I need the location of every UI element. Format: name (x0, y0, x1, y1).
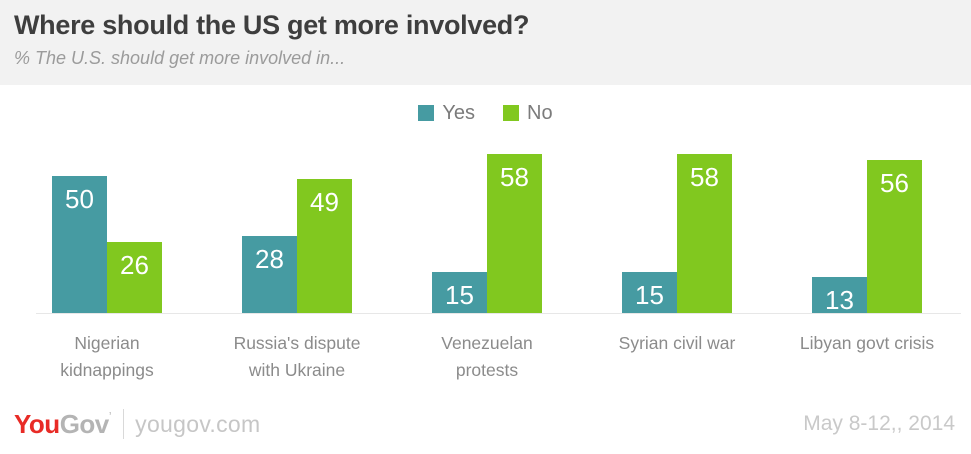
header: Where should the US get more involved? %… (0, 0, 971, 85)
yougov-logo: YouGov’ (14, 408, 112, 440)
bar-value-label: 15 (445, 280, 474, 310)
legend-swatch-no (503, 105, 520, 121)
page-subtitle: % The U.S. should get more involved in..… (14, 48, 346, 68)
bar-value-label: 13 (825, 285, 854, 315)
legend: Yes No (0, 100, 971, 126)
bar-group-4: 13 56 (772, 160, 962, 315)
legend-label: No (527, 101, 553, 124)
axis-baseline (36, 313, 961, 314)
footer-site-text: yougov.com (135, 410, 261, 437)
bar-value-label: 15 (635, 280, 664, 310)
footer-date: May 8-12,, 2014 (803, 412, 955, 435)
bar-group-3: 15 58 (582, 154, 772, 313)
bar-group-1: 28 49 (202, 179, 392, 313)
bar-no-2: 58 (487, 154, 542, 313)
bar-value-label: 50 (65, 184, 94, 214)
bar-value-label: 58 (690, 162, 719, 192)
page-title: Where should the US get more involved? (14, 10, 530, 40)
bar-no-0: 26 (107, 242, 162, 313)
bar-value-label: 28 (255, 244, 284, 274)
bar-value-label: 58 (500, 162, 529, 192)
logo-you: You (14, 408, 60, 439)
bar-group-0: 50 26 (12, 176, 202, 313)
bar-yes-1: 28 (242, 236, 297, 313)
category-label-4: Libyan govt crisis (799, 333, 935, 353)
legend-item-no: No (503, 102, 553, 125)
category-label-0: Nigerian kidnappings (60, 333, 154, 380)
category-label-2: Venezuelan protests (441, 333, 533, 380)
plot: 50 26 28 49 15 58 15 58 13 56 (0, 138, 971, 315)
bar-value-label: 26 (120, 250, 149, 280)
bar-yes-2: 15 (432, 272, 487, 313)
bar-value-label: 49 (310, 187, 339, 217)
category-labels: Nigerian kidnappings Russia's dispute wit… (0, 330, 971, 384)
footer: YouGov’ yougov.com May 8-12,, 2014 (0, 400, 971, 454)
bar-no-1: 49 (297, 179, 352, 313)
bar-yes-0: 50 (52, 176, 107, 313)
bar-no-4: 56 (867, 160, 922, 313)
bar-no-3: 58 (677, 154, 732, 313)
legend-label: Yes (442, 101, 476, 124)
category-label-1: Russia's dispute with Ukraine (233, 333, 361, 380)
logo-trademark-tick: ’ (108, 408, 112, 424)
bar-value-label: 56 (880, 168, 909, 198)
bar-group-2: 15 58 (392, 154, 582, 313)
bar-yes-3: 15 (622, 272, 677, 313)
legend-item-yes: Yes (418, 102, 475, 125)
logo-gov: Gov (59, 408, 110, 439)
category-label-3: Syrian civil war (618, 333, 736, 353)
footer-separator (123, 409, 125, 439)
legend-swatch-yes (418, 105, 435, 121)
bar-yes-4: 13 (812, 277, 867, 315)
